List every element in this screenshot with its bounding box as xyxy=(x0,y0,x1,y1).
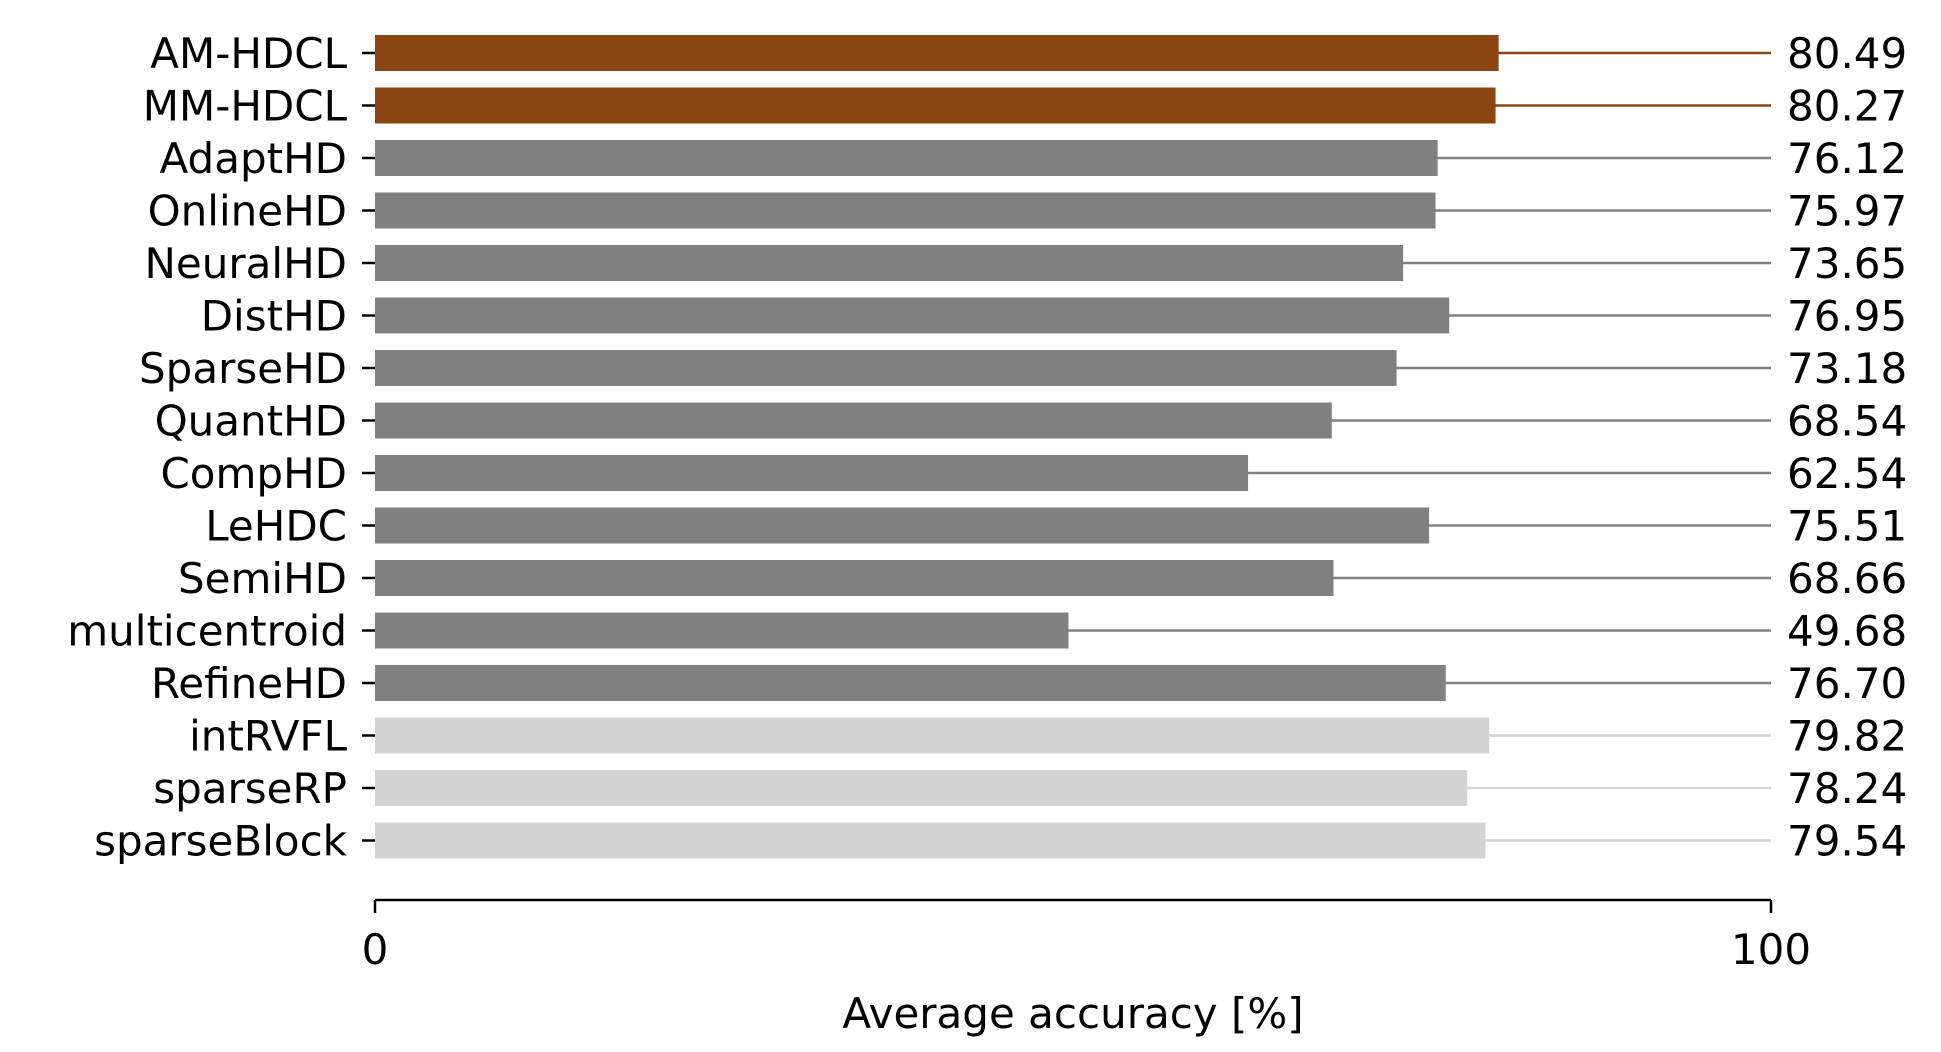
bar xyxy=(375,87,1496,124)
bar-row: sparseBlock 79.54 xyxy=(94,817,1907,866)
x-tick-label: 100 xyxy=(1731,925,1811,974)
category-label: LeHDC xyxy=(205,502,347,551)
bar xyxy=(375,507,1430,544)
value-label: 78.24 xyxy=(1787,764,1907,813)
bar-row: DistHD 76.95 xyxy=(201,292,1908,341)
category-label: multicentroid xyxy=(67,607,347,656)
bar xyxy=(375,770,1468,806)
bar xyxy=(375,612,1069,649)
value-label: 49.68 xyxy=(1787,607,1907,656)
category-label: intRVFL xyxy=(189,712,348,761)
value-label: 79.54 xyxy=(1787,817,1907,866)
value-label: 76.70 xyxy=(1787,659,1907,708)
category-label: RefineHD xyxy=(151,659,347,708)
category-label: OnlineHD xyxy=(148,187,347,236)
bar xyxy=(375,297,1450,334)
bar-row: multicentroid 49.68 xyxy=(67,607,1907,656)
bar xyxy=(375,140,1438,176)
x-axis: 0 100 Average accuracy [%] xyxy=(362,898,1811,1038)
x-axis-title: Average accuracy [%] xyxy=(842,989,1303,1038)
value-label: 76.95 xyxy=(1787,292,1907,341)
x-tick-label: 0 xyxy=(362,925,389,974)
bar xyxy=(375,402,1332,439)
category-label: MM-HDCL xyxy=(143,82,348,131)
bar-row: NeuralHD 73.65 xyxy=(145,239,1908,288)
value-label: 75.97 xyxy=(1787,187,1907,236)
category-label: CompHD xyxy=(160,449,347,498)
category-label: SparseHD xyxy=(139,344,347,393)
category-label: AM-HDCL xyxy=(150,29,347,78)
bar-row: SemiHD 68.66 xyxy=(178,554,1907,603)
bar-row: AdaptHD 76.12 xyxy=(160,134,1908,183)
value-label: 76.12 xyxy=(1787,134,1907,183)
bar-row: AM-HDCL 80.49 xyxy=(150,29,1907,78)
value-label: 73.18 xyxy=(1787,344,1907,393)
bar-row: intRVFL 79.82 xyxy=(189,712,1907,761)
bar-row: sparseRP 78.24 xyxy=(153,764,1907,813)
bar xyxy=(375,245,1404,281)
bar xyxy=(375,455,1249,491)
category-label: SemiHD xyxy=(178,554,347,603)
bar xyxy=(375,560,1334,596)
bar-row: RefineHD 76.70 xyxy=(151,659,1907,708)
bar-row: CompHD 62.54 xyxy=(160,449,1907,498)
value-label: 68.66 xyxy=(1787,554,1907,603)
bar-row: MM-HDCL 80.27 xyxy=(143,82,1908,131)
value-label: 80.27 xyxy=(1787,82,1907,131)
value-label: 75.51 xyxy=(1787,502,1907,551)
bar-row: OnlineHD 75.97 xyxy=(148,187,1908,236)
category-label: sparseBlock xyxy=(94,817,348,866)
value-label: 62.54 xyxy=(1787,449,1907,498)
x-ticks: 0 100 xyxy=(362,900,1811,974)
bar xyxy=(375,350,1397,386)
category-label: DistHD xyxy=(201,292,347,341)
category-label: sparseRP xyxy=(153,764,347,813)
value-label: 80.49 xyxy=(1787,29,1907,78)
bar xyxy=(375,35,1499,71)
bar-row: SparseHD 73.18 xyxy=(139,344,1907,393)
category-label: QuantHD xyxy=(155,397,347,446)
bar-row: LeHDC 75.51 xyxy=(205,502,1907,551)
category-label: AdaptHD xyxy=(160,134,347,183)
bar xyxy=(375,717,1490,754)
bar-row: QuantHD 68.54 xyxy=(155,397,1908,446)
value-label: 73.65 xyxy=(1787,239,1907,288)
value-label: 79.82 xyxy=(1787,712,1907,761)
bar xyxy=(375,822,1486,859)
category-label: NeuralHD xyxy=(145,239,347,288)
bar xyxy=(375,665,1446,701)
value-label: 68.54 xyxy=(1787,397,1907,446)
bar xyxy=(375,192,1436,229)
